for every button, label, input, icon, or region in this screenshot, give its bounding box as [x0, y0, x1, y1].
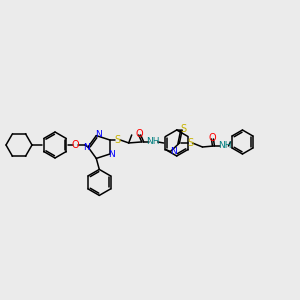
Text: S: S: [180, 124, 186, 134]
Text: N: N: [95, 130, 102, 139]
Text: N: N: [82, 142, 89, 152]
Text: NH: NH: [218, 142, 231, 151]
Text: O: O: [136, 129, 143, 139]
Text: O: O: [71, 140, 79, 150]
Text: O: O: [208, 133, 216, 143]
Text: N: N: [170, 147, 177, 156]
Text: S: S: [188, 138, 194, 148]
Text: NH: NH: [146, 137, 160, 146]
Text: S: S: [115, 135, 121, 145]
Text: N: N: [108, 150, 115, 159]
